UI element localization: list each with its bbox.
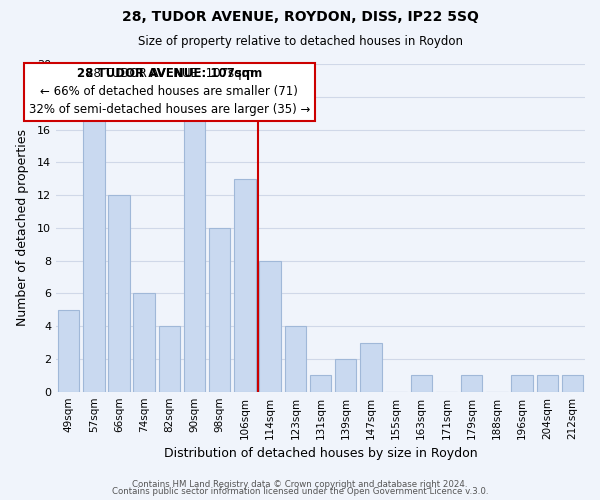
Text: Size of property relative to detached houses in Roydon: Size of property relative to detached ho… [137,35,463,48]
Bar [109,195,130,392]
Bar [234,178,256,392]
Text: 28 TUDOR AVENUE: 107sqm: 28 TUDOR AVENUE: 107sqm [77,68,262,80]
Bar [410,376,432,392]
Y-axis label: Number of detached properties: Number of detached properties [16,130,29,326]
Bar [461,376,482,392]
Text: Contains public sector information licensed under the Open Government Licence v.: Contains public sector information licen… [112,488,488,496]
Bar [536,376,558,392]
Bar [360,342,382,392]
Bar [58,310,79,392]
X-axis label: Distribution of detached houses by size in Roydon: Distribution of detached houses by size … [164,447,478,460]
Text: Contains HM Land Registry data © Crown copyright and database right 2024.: Contains HM Land Registry data © Crown c… [132,480,468,489]
Bar [209,228,230,392]
Bar [184,113,205,392]
Bar [310,376,331,392]
Bar [562,376,583,392]
Bar [284,326,306,392]
Bar [511,376,533,392]
Bar [133,294,155,392]
Bar [158,326,180,392]
Text: 28, TUDOR AVENUE, ROYDON, DISS, IP22 5SQ: 28, TUDOR AVENUE, ROYDON, DISS, IP22 5SQ [122,10,478,24]
Text: 28 TUDOR AVENUE: 107sqm
← 66% of detached houses are smaller (71)
32% of semi-de: 28 TUDOR AVENUE: 107sqm ← 66% of detache… [29,68,310,116]
Bar [259,260,281,392]
Bar [83,113,104,392]
Bar [335,359,356,392]
